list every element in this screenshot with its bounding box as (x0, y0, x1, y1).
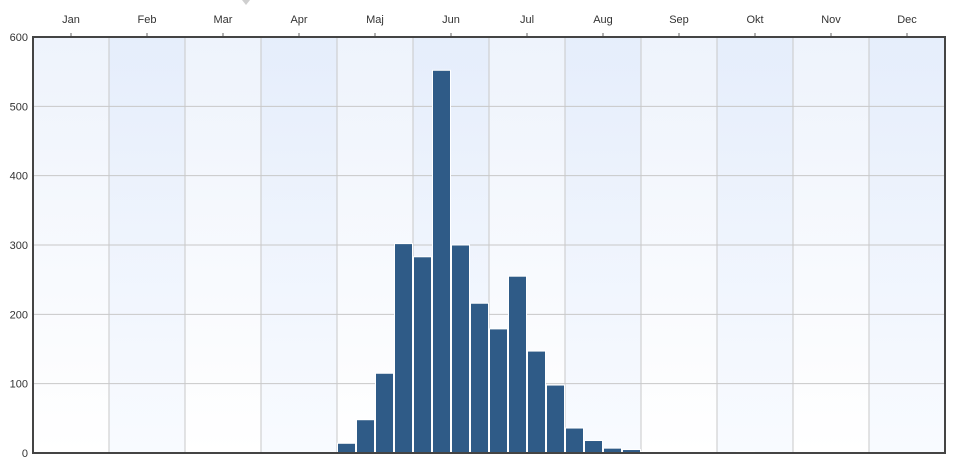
x-tick-label: Maj (366, 14, 384, 26)
bar[interactable] (470, 302, 489, 454)
x-tick-label: Dec (897, 14, 917, 26)
bar[interactable] (584, 440, 603, 454)
y-tick-label: 500 (10, 101, 28, 113)
bar[interactable] (432, 69, 451, 454)
bar[interactable] (508, 275, 527, 454)
plot-frame (32, 36, 946, 454)
x-tick-label: Aug (593, 14, 613, 26)
y-tick-label: 600 (10, 32, 28, 44)
bars (337, 69, 831, 454)
bar[interactable] (451, 244, 470, 454)
x-tick-label: Nov (821, 14, 841, 26)
x-tick-label: Feb (138, 14, 157, 26)
y-tick-label: 300 (10, 240, 28, 252)
axes (32, 0, 946, 454)
y-tick-label: 200 (10, 309, 28, 321)
x-tick-label: Apr (290, 14, 307, 26)
x-tick-label: Mar (214, 14, 233, 26)
bar[interactable] (546, 384, 565, 454)
bar[interactable] (375, 372, 394, 454)
bar[interactable] (413, 256, 432, 454)
bar[interactable] (356, 419, 375, 454)
bar[interactable] (527, 350, 546, 454)
bar[interactable] (394, 243, 413, 454)
y-tick-label: 400 (10, 171, 28, 183)
y-tick-label: 100 (10, 379, 28, 391)
bar[interactable] (337, 442, 356, 454)
caret-indicator (242, 0, 250, 5)
axis-labels: 0 100 200 300 400 500 600 Jan Feb Mar Apr Maj Jun Jul… (10, 14, 918, 460)
bar[interactable] (489, 328, 508, 454)
y-tick-label: 0 (22, 448, 28, 460)
x-tick-label: Sep (669, 14, 689, 26)
x-tick-label: Jan (62, 14, 80, 26)
x-tick-label: Jul (520, 14, 534, 26)
x-tick-label: Jun (442, 14, 460, 26)
x-tick-label: Okt (746, 14, 763, 26)
bar[interactable] (565, 427, 584, 454)
